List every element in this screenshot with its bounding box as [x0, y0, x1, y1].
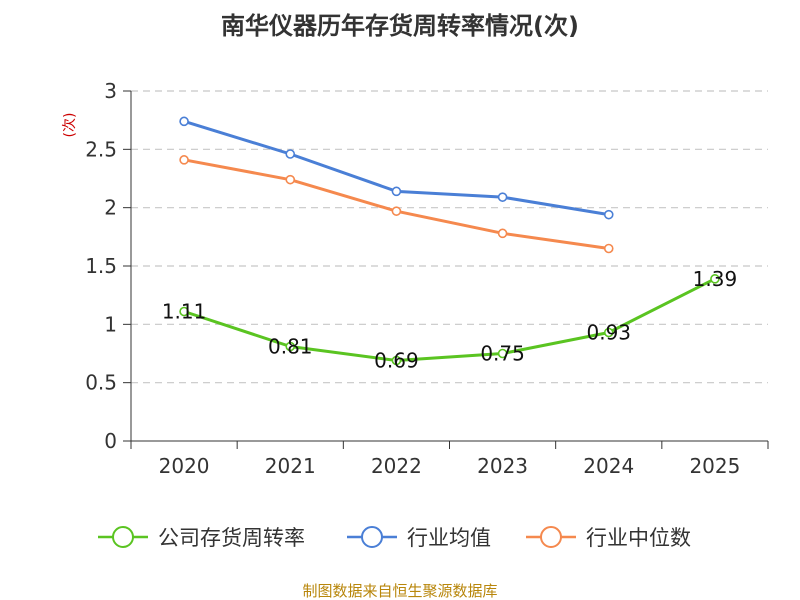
- data-point: [179, 306, 189, 317]
- data-label: 0.81: [268, 335, 313, 359]
- legend-label: 行业中位数: [586, 526, 691, 550]
- data-point: [285, 341, 296, 352]
- y-tick-label: 1: [104, 312, 117, 336]
- data-point: [285, 174, 296, 185]
- data-point: [603, 243, 614, 254]
- data-point: [391, 355, 402, 366]
- data-point: [710, 274, 720, 284]
- series-line: [182, 277, 717, 362]
- data-point: [497, 192, 508, 202]
- y-tick-label: 0: [104, 429, 117, 453]
- source-note: 制图数据来自恒生聚源数据库: [302, 582, 497, 600]
- x-tick-label: 2023: [477, 454, 528, 478]
- data-point: [497, 348, 508, 359]
- chart-title: 南华仪器历年存货周转率情况(次): [221, 12, 579, 40]
- y-tick-label: 2.5: [85, 137, 117, 161]
- x-tick-label: 2022: [371, 454, 422, 478]
- data-label: 1.39: [693, 267, 738, 291]
- data-label: 1.11: [162, 300, 207, 324]
- data-point: [603, 327, 614, 338]
- data-point: [285, 149, 296, 159]
- y-axis-label: (次): [62, 113, 78, 138]
- data-point: [603, 209, 614, 220]
- x-tick-label: 2020: [159, 454, 210, 478]
- data-point: [179, 116, 189, 127]
- data-point: [179, 155, 189, 165]
- legend-marker: [361, 526, 383, 548]
- x-tick-label: 2024: [583, 454, 634, 478]
- data-labels: 1.11 0.81 0.69 0.75 0.93 1.39: [162, 267, 737, 373]
- legend: 公司存货周转率 行业均值 行业中位数: [98, 526, 691, 550]
- legend-marker: [112, 526, 134, 548]
- legend-marker: [540, 526, 562, 548]
- series-line: [182, 119, 611, 217]
- x-tick-label: 2021: [265, 454, 316, 478]
- data-point: [391, 186, 402, 197]
- grid-lines: [131, 90, 768, 384]
- data-point: [391, 206, 402, 216]
- y-tick-label: 1.5: [85, 254, 117, 278]
- x-tick-label: 2025: [689, 454, 740, 478]
- data-label: 0.75: [480, 342, 525, 366]
- y-tick-label: 0.5: [85, 371, 117, 395]
- y-tick-label: 3: [104, 79, 117, 103]
- y-tick-label: 2: [104, 196, 117, 220]
- data-label: 0.93: [586, 321, 631, 345]
- legend-label: 行业均值: [407, 526, 491, 550]
- data-point: [497, 228, 508, 239]
- legend-label: 公司存货周转率: [158, 526, 305, 550]
- axes: 0 0.5 1 1.5 2 2.5 3 2020 2021 2022 2023 2024 2025: [85, 79, 769, 478]
- series-layer: [179, 116, 720, 366]
- data-label: 0.69: [374, 349, 419, 373]
